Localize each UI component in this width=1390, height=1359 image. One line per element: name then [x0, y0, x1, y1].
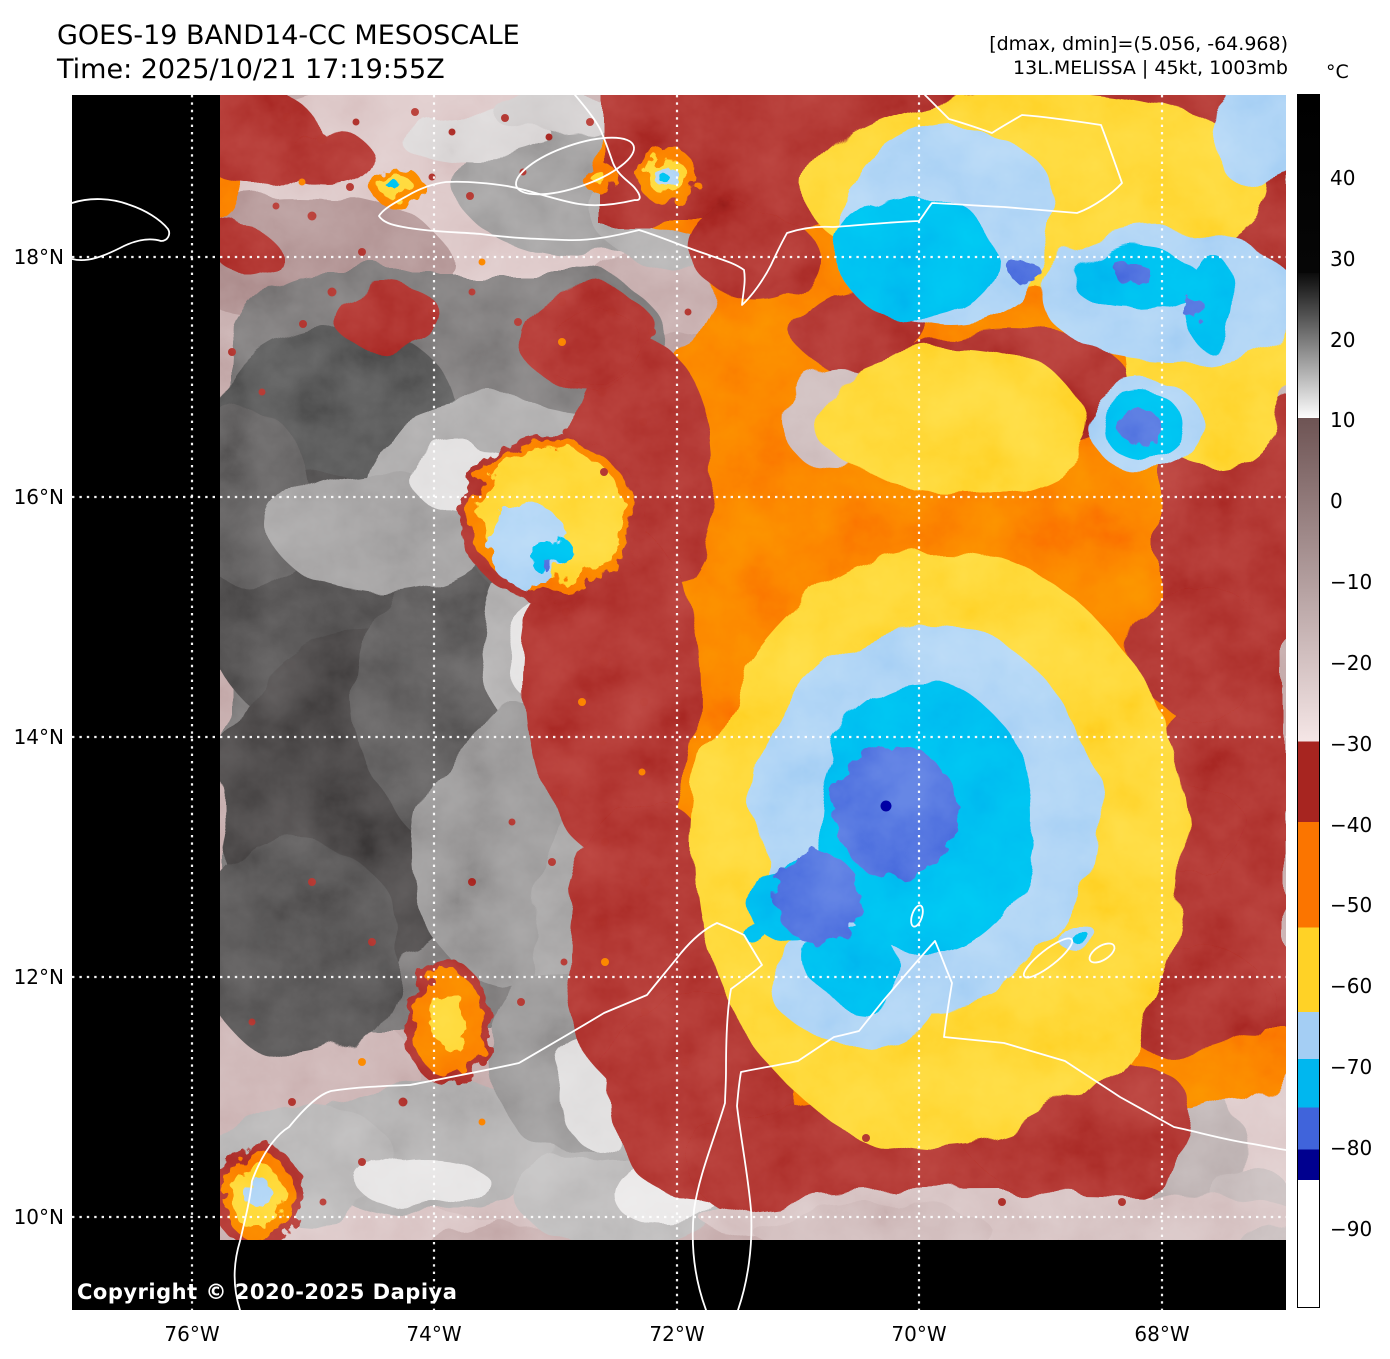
colorbar-gradient: [1297, 94, 1320, 1308]
cb-tick-0: 0: [1330, 489, 1343, 513]
cb-tick-m50: −50: [1330, 893, 1373, 917]
lon-label-76w: 76°W: [164, 1322, 220, 1346]
bonaire-island: [1088, 942, 1116, 964]
south-america-coastline-west: [233, 922, 763, 1310]
aruba-island: [910, 904, 924, 928]
page-title: GOES-19 BAND14-CC MESOSCALE: [57, 20, 520, 51]
storm-info: 13L.MELISSA | 45kt, 1003mb: [1013, 57, 1288, 79]
cb-tick-40: 40: [1330, 166, 1356, 190]
cloud-texture-overlay: [220, 95, 1286, 1240]
cb-tick-20: 20: [1330, 328, 1356, 352]
lon-label-68w: 68°W: [1134, 1322, 1190, 1346]
colorbar-unit-label: °C: [1326, 61, 1349, 83]
gonave-island: [515, 136, 635, 196]
cb-tick-m70: −70: [1330, 1055, 1373, 1079]
cb-tick-m20: −20: [1330, 651, 1373, 675]
cb-tick-m10: −10: [1330, 570, 1373, 594]
lat-label-10n: 10°N: [13, 1205, 64, 1229]
lat-label-18n: 18°N: [13, 245, 64, 269]
south-america-coastline-east: [736, 940, 1286, 1310]
curacao-island: [1022, 937, 1074, 979]
lat-label-12n: 12°N: [13, 965, 64, 989]
lon-label-72w: 72°W: [649, 1322, 705, 1346]
satellite-imagery: [220, 95, 1286, 1240]
cb-tick-m80: −80: [1330, 1136, 1373, 1160]
timestamp: Time: 2025/10/21 17:19:55Z: [57, 54, 445, 85]
copyright-notice: Copyright © 2020-2025 Dapiya: [77, 1280, 458, 1304]
cb-tick-m60: −60: [1330, 974, 1373, 998]
cb-tick-10: 10: [1330, 408, 1356, 432]
dmax-dmin-info: [dmax, dmin]=(5.056, -64.968): [989, 33, 1288, 55]
cb-tick-m40: −40: [1330, 813, 1373, 837]
gridlines-layer: [72, 95, 1286, 1310]
lon-label-74w: 74°W: [406, 1322, 462, 1346]
jamaica-coastline: [72, 198, 171, 261]
lon-label-70w: 70°W: [891, 1322, 947, 1346]
cb-tick-30: 30: [1330, 247, 1356, 271]
cb-tick-m30: −30: [1330, 732, 1373, 756]
cb-tick-m90: −90: [1330, 1217, 1373, 1241]
satellite-map: [72, 95, 1286, 1310]
lat-label-14n: 14°N: [13, 725, 64, 749]
lat-label-16n: 16°N: [13, 485, 64, 509]
coastlines-layer: [72, 95, 1286, 1310]
hispaniola-coastline: [378, 95, 1123, 306]
